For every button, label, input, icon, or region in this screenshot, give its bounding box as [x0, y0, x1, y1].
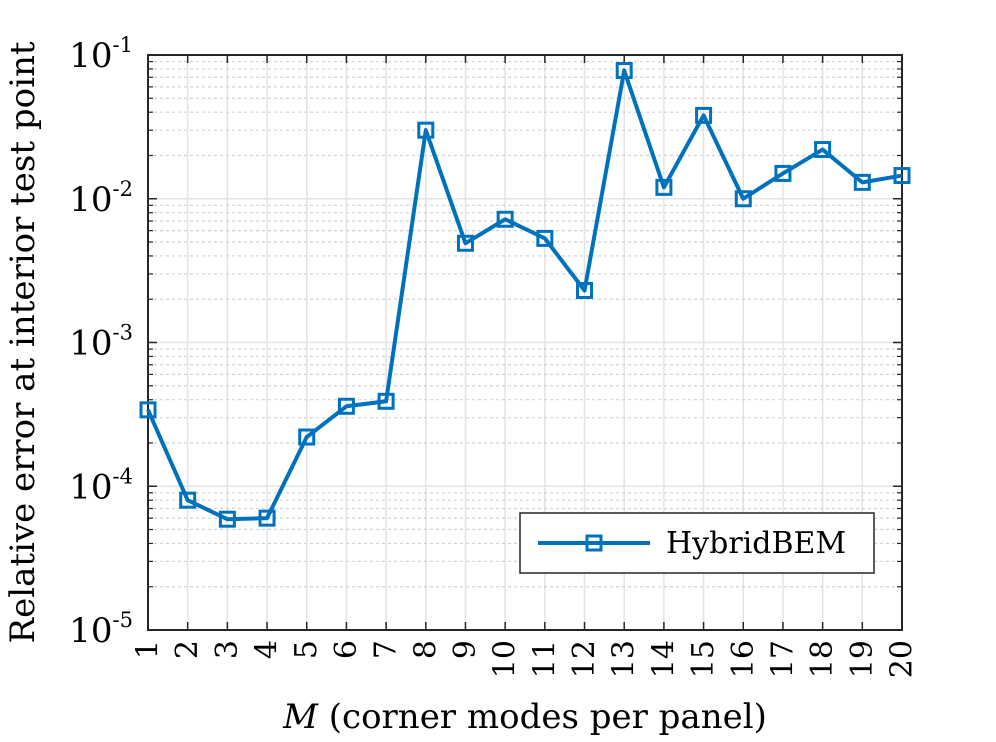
x-tick-labels: 1 2 3 4 5 6 7 8 9 10 11 12 13 14 15 16 17 18 19 20: [131, 640, 920, 678]
x-tick-label: 11: [527, 640, 562, 678]
legend-label: HybridBEM: [666, 526, 846, 561]
x-axis-label-text: (corner modes per panel): [318, 697, 767, 737]
data-point: [814, 141, 832, 159]
x-tick-label: 3: [210, 640, 245, 659]
series-layer: [139, 62, 911, 528]
data-point: [139, 401, 157, 419]
data-point: [377, 392, 395, 410]
x-tick-label: 13: [607, 640, 642, 678]
data-point: [298, 428, 316, 446]
data-point: [893, 167, 911, 185]
y-tick-label: 10-3: [69, 321, 133, 364]
x-tick-label: 9: [448, 640, 483, 659]
data-point: [536, 229, 554, 247]
x-tick-label: 2: [170, 640, 205, 659]
x-tick-label: 6: [329, 640, 364, 659]
data-point: [337, 397, 355, 415]
x-tick-label: 10: [488, 640, 523, 678]
data-point: [734, 190, 752, 208]
y-axis-label: Relative error at interior test point: [3, 41, 43, 643]
x-tick-label: 16: [726, 640, 761, 678]
x-tick-label: 8: [408, 640, 443, 659]
x-tick-label: 7: [369, 640, 404, 659]
x-tick-label: 19: [845, 640, 880, 678]
data-point: [695, 106, 713, 124]
data-point: [576, 282, 594, 300]
x-tick-label: 4: [250, 640, 285, 659]
data-point: [615, 62, 633, 80]
data-point: [655, 178, 673, 196]
x-tick-label: 14: [646, 640, 681, 678]
y-tick-label: 10-2: [69, 177, 133, 220]
x-tick-label: 5: [289, 640, 324, 659]
x-tick-label: 15: [686, 640, 721, 678]
y-tick-label: 10-5: [69, 608, 133, 651]
x-axis-label-variable: M: [282, 697, 319, 737]
data-point: [496, 210, 514, 228]
data-point: [853, 173, 871, 191]
x-tick-label: 12: [567, 640, 602, 678]
data-point: [258, 509, 276, 527]
series-line: [146, 68, 903, 522]
data-point: [218, 510, 236, 528]
data-point: [417, 121, 435, 139]
legend: HybridBEM: [519, 512, 875, 574]
ticks: [147, 54, 903, 631]
legend-marker-square: [585, 534, 603, 552]
data-point: [179, 491, 197, 509]
data-point: [774, 164, 792, 182]
x-tick-label: 1: [131, 640, 166, 659]
x-axis-label: M (corner modes per panel): [282, 697, 767, 737]
y-tick-label: 10-4: [69, 464, 133, 507]
x-tick-label: 20: [885, 640, 920, 678]
x-tick-label: 17: [765, 640, 800, 678]
y-tick-label: 10-1: [69, 33, 133, 76]
x-tick-label: 18: [805, 640, 840, 678]
data-point: [456, 234, 474, 252]
legend-box: [519, 512, 875, 574]
y-tick-labels: 10-5 10-4 10-3 10-2 10-1: [69, 33, 133, 651]
